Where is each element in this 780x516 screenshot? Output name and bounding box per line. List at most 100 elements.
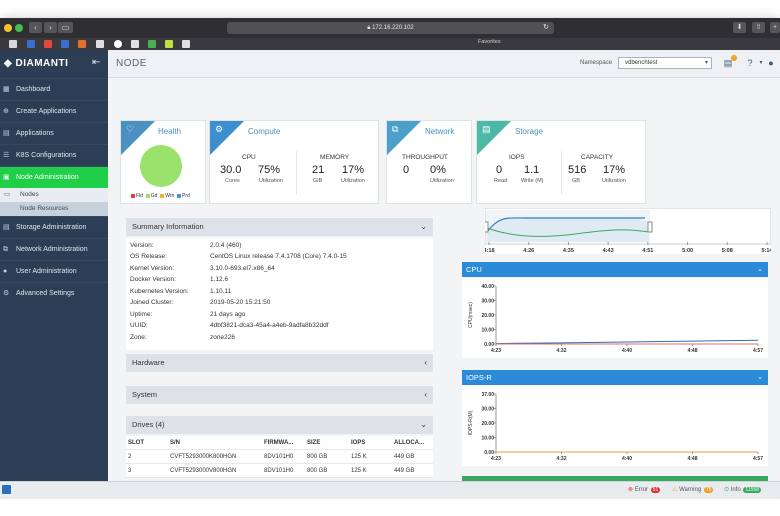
next-chart-header[interactable] [462,476,768,481]
add-icon: ⊕ [3,108,9,115]
cpu-util-value: 75% [258,164,281,176]
cpu-chart-svg: 40.00 30.00 20.00 10.00 0.004:23 4:32 4:40 4:48… [468,284,763,354]
namespace-select[interactable]: vdbenchtest ▾ [618,57,712,69]
favorite-icon[interactable] [27,40,35,48]
chevron-left-icon[interactable]: ‹ [424,358,427,367]
favorite-icon[interactable] [78,40,86,48]
column-header[interactable]: ALLOCA... [394,440,424,446]
favorite-icon[interactable] [44,40,52,48]
chevron-down-icon[interactable]: ▾ [759,60,763,66]
avatar[interactable]: ● [768,58,774,68]
info-status[interactable]: ⊙ Info 11558 [724,487,761,493]
y-tick-label: 10.00 [481,328,494,334]
share-icon[interactable]: ⇧ [752,22,765,33]
iops-r-chart-header[interactable]: IOPS-R ⌄ [462,370,768,385]
table-row[interactable]: 3 CVFT5293000V800HGN 8DV101H0 800 GB 125… [126,464,433,478]
favorite-icon[interactable] [131,40,139,48]
favorite-icon[interactable] [182,40,190,48]
y-tick-label: 20.00 [481,313,494,319]
divider [296,151,297,195]
card-title: Network [425,127,455,136]
write-label: Write (M) [521,178,544,184]
x-tick-label: 4:57 [753,456,763,462]
notifications-icon[interactable]: ▤ [723,58,733,68]
capacity-value: 516 [568,164,587,176]
timeline-handle-right[interactable] [647,221,653,233]
sidebar-item-applications[interactable]: ▤ Applications [0,122,108,144]
sidebar-item-dashboard[interactable]: ▦ Dashboard [0,78,108,100]
memory-value: 21 [312,164,325,176]
health-card: ♡ Health Fld Gd Wrn Prd [120,120,206,204]
summary-key: Version: [130,242,154,249]
timeline-tick-label: 4:26 [523,248,534,254]
reload-icon[interactable]: ↻ [543,24,549,31]
logo[interactable]: ◆ DIAMANTI [4,58,69,69]
sidebar-subitem-node-resources[interactable]: Node Resources [0,202,108,216]
warning-status[interactable]: ⚠ Warning 75 [672,487,714,493]
health-legend: Fld Gd Wrn Prd [131,193,190,199]
cores-value: 30.0 [220,164,242,176]
favorite-icon[interactable] [114,40,122,48]
timeline-navigator[interactable]: 4:18 4:26 4:35 4:43 4:51 5:00 5:08 5:14 [483,207,773,254]
timeline-tick-label: 4:43 [603,248,614,254]
chevron-left-icon[interactable]: ‹ [424,390,427,399]
chevron-down-icon[interactable]: ⌄ [757,374,763,381]
timeline-handle-left[interactable] [483,221,489,233]
column-header[interactable]: SIZE [307,440,321,446]
help-icon[interactable]: ? [747,58,753,68]
sidebar-item-storage-administration[interactable]: ▤ Storage Administration [0,216,108,238]
drives-panel-header[interactable]: Drives (4) ⌄ [126,416,433,434]
summary-value: 1.10.11 [210,288,232,295]
summary-key: UUID: [130,322,148,329]
cpu-chart-header[interactable]: CPU ⌄ [462,262,768,277]
chevron-down-icon[interactable]: ⌄ [420,420,427,429]
app-dock-icon[interactable] [2,485,11,494]
summary-value: 2019-05-20 15:21:50 [210,299,271,306]
favorite-icon[interactable] [148,40,156,48]
new-tab-icon[interactable]: + [770,22,780,33]
cpu-util-label: Utilization [259,178,283,184]
legend-swatch [131,193,135,198]
collapse-menu-icon[interactable]: ⇤ [92,57,101,68]
sidebar-subitem-nodes[interactable]: ▭ Nodes [0,188,108,202]
sidebar-toggle-icon[interactable]: ▭ [58,22,73,33]
sidebar-item-create-applications[interactable]: ⊕ Create Applications [0,100,108,122]
forward-button[interactable]: › [44,22,57,33]
sidebar-item-user-administration[interactable]: ● User Administration [0,260,108,282]
capacity-util-label: Utilization [602,178,626,184]
sidebar-item-advanced-settings[interactable]: ⚙ Advanced Settings [0,282,108,304]
summary-panel-header[interactable]: Summary Information ⌄ [126,218,433,236]
read-value: 0 [496,164,503,176]
column-header[interactable]: SLOT [128,440,144,446]
error-count: 51 [650,487,661,493]
hardware-panel-header[interactable]: Hardware ‹ [126,354,433,372]
favorites-label[interactable]: Favorites [478,39,501,45]
favorite-icon[interactable] [9,40,17,48]
sidebar-item-node-administration[interactable]: ▣ Node Administration [0,166,108,188]
maximize-dot[interactable] [15,24,23,32]
error-icon: ⊗ [628,487,634,493]
back-button[interactable]: ‹ [29,22,42,33]
favorite-icon[interactable] [61,40,69,48]
chevron-down-icon[interactable]: ⌄ [757,266,763,273]
column-header[interactable]: IOPS [351,440,366,446]
timeline-tick-label: 4:35 [563,248,574,254]
timeline-svg: 4:18 4:26 4:35 4:43 4:51 5:00 5:08 5:14 [483,207,773,254]
sidebar-item-k8s-configurations[interactable]: ☰ K8S Configurations [0,144,108,166]
summary-key: Docker Version: [130,276,176,283]
table-row[interactable]: 2 CVFT5293000K800HGN 8DV101H0 800 GB 125… [126,450,433,464]
sidebar-item-network-administration[interactable]: ⧉ Network Administration [0,238,108,260]
minimize-dot[interactable] [4,24,12,32]
favorite-icon[interactable] [96,40,104,48]
favorite-icon[interactable] [165,40,173,48]
timeline-tick-label: 5:08 [722,248,733,254]
error-status[interactable]: ⊗ Error 51 [628,487,661,493]
download-icon[interactable]: ⬇ [733,22,746,33]
address-bar[interactable]: 🔒︎ 172.16.220.102 ↻ [227,22,554,34]
chevron-down-icon[interactable]: ⌄ [420,222,427,231]
column-header[interactable]: S/N [170,440,181,446]
page-title: NODE [116,58,147,69]
summary-panel-body: Version: 2.0.4 (460) OS Release: CentOS Li… [126,238,433,350]
system-panel-header[interactable]: System ‹ [126,386,433,404]
column-header[interactable]: FIRMWA... [264,440,294,446]
